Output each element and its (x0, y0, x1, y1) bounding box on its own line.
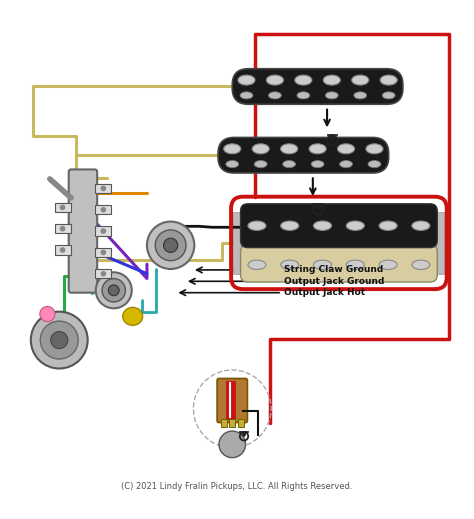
Ellipse shape (323, 75, 340, 85)
FancyBboxPatch shape (240, 244, 437, 282)
Circle shape (60, 247, 65, 253)
Ellipse shape (346, 221, 365, 230)
Ellipse shape (281, 144, 298, 154)
Ellipse shape (266, 75, 283, 85)
Ellipse shape (354, 92, 367, 99)
FancyBboxPatch shape (240, 204, 437, 248)
Ellipse shape (226, 160, 238, 168)
Circle shape (60, 226, 65, 231)
Circle shape (100, 207, 106, 213)
Circle shape (60, 204, 65, 210)
Ellipse shape (313, 221, 331, 230)
Ellipse shape (309, 144, 326, 154)
Ellipse shape (283, 160, 296, 168)
Ellipse shape (346, 260, 365, 269)
Ellipse shape (412, 221, 430, 230)
Text: (C) 2021 Lindy Fralin Pickups, LLC. All Rights Reserved.: (C) 2021 Lindy Fralin Pickups, LLC. All … (121, 482, 353, 491)
Ellipse shape (281, 221, 299, 230)
Ellipse shape (248, 221, 266, 230)
Ellipse shape (339, 160, 352, 168)
Bar (95, 248, 111, 257)
Bar (221, 419, 227, 427)
Bar (95, 269, 111, 279)
Bar (238, 419, 244, 427)
Ellipse shape (240, 92, 253, 99)
Text: Output Jack Ground: Output Jack Ground (284, 277, 385, 286)
Circle shape (51, 332, 68, 349)
Circle shape (100, 186, 106, 191)
Circle shape (100, 228, 106, 234)
Ellipse shape (382, 92, 395, 99)
Ellipse shape (337, 144, 355, 154)
FancyBboxPatch shape (217, 378, 247, 422)
Bar (55, 245, 71, 255)
Bar (55, 224, 71, 234)
Ellipse shape (238, 75, 255, 85)
Bar (435, 212, 444, 274)
Text: String Claw Ground: String Claw Ground (284, 265, 383, 275)
Ellipse shape (366, 144, 383, 154)
Circle shape (31, 311, 88, 368)
Circle shape (155, 230, 186, 261)
Ellipse shape (412, 260, 430, 269)
Circle shape (109, 285, 119, 296)
Circle shape (219, 431, 246, 458)
Ellipse shape (313, 260, 331, 269)
Bar (233, 212, 243, 274)
Ellipse shape (248, 260, 266, 269)
Ellipse shape (255, 160, 267, 168)
FancyBboxPatch shape (69, 169, 97, 293)
Bar (95, 226, 111, 236)
Ellipse shape (224, 144, 241, 154)
Bar (55, 202, 71, 212)
Circle shape (40, 321, 78, 359)
Ellipse shape (123, 307, 143, 325)
Circle shape (100, 271, 106, 277)
Bar (229, 419, 235, 427)
Bar (95, 205, 111, 214)
Ellipse shape (379, 221, 397, 230)
Circle shape (96, 272, 132, 308)
Circle shape (100, 250, 106, 255)
Ellipse shape (311, 160, 324, 168)
Circle shape (102, 279, 126, 302)
Circle shape (147, 222, 194, 269)
Ellipse shape (352, 75, 369, 85)
Ellipse shape (281, 260, 299, 269)
FancyBboxPatch shape (232, 69, 403, 104)
Text: Output Jack Hot: Output Jack Hot (284, 288, 365, 297)
Ellipse shape (368, 160, 381, 168)
Circle shape (40, 306, 55, 322)
Ellipse shape (268, 92, 282, 99)
Circle shape (164, 238, 178, 252)
Ellipse shape (297, 92, 310, 99)
Ellipse shape (325, 92, 338, 99)
Ellipse shape (379, 260, 397, 269)
FancyBboxPatch shape (218, 138, 389, 173)
Ellipse shape (252, 144, 269, 154)
Ellipse shape (295, 75, 312, 85)
Ellipse shape (380, 75, 397, 85)
Bar (95, 184, 111, 193)
